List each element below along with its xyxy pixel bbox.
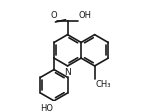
Text: HO: HO	[40, 104, 53, 112]
Text: N: N	[64, 68, 71, 77]
Text: CH₃: CH₃	[95, 80, 111, 89]
Text: O: O	[50, 11, 57, 20]
Text: OH: OH	[78, 11, 91, 20]
